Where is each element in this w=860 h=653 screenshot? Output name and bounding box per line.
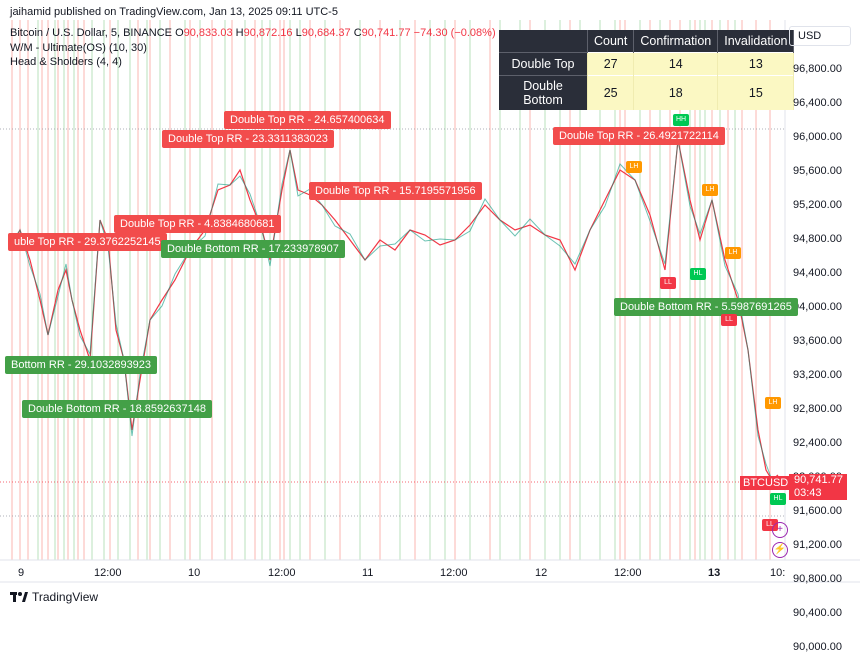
price-axis-tick: 92,400.00 [793, 437, 842, 449]
pattern-marker-ll: LL [721, 314, 737, 326]
time-axis-tick: 12:00 [440, 567, 468, 579]
tradingview-logo-icon [10, 592, 28, 602]
last-price-tag: 90,741.77 03:43 [789, 474, 847, 500]
stats-header-count: Count [587, 30, 635, 53]
open-value: 90,833.03 [183, 27, 233, 39]
time-axis-tick: 10 [188, 567, 201, 579]
time-axis-tick: 12 [535, 567, 548, 579]
double-top-rr-label: uble Top RR - 29.3762252145 [8, 233, 167, 251]
stats-header-blank [499, 30, 588, 53]
time-axis-tick: 12:00 [614, 567, 642, 579]
time-axis-tick: 12:00 [94, 567, 122, 579]
add-alert-icon[interactable]: + [772, 522, 788, 538]
pattern-marker-lh: LH [702, 184, 718, 196]
change-value: −74.30 (−0.08%) [413, 27, 496, 39]
stats-row-double-bottom: Double Bottom 25 18 15 [499, 75, 795, 110]
high-value: 90,872.16 [243, 27, 293, 39]
low-label: L [295, 27, 302, 39]
price-axis-tick: 93,600.00 [793, 335, 842, 347]
pattern-marker-ll: LL [660, 277, 676, 289]
lightning-icon[interactable]: ⚡ [772, 542, 788, 558]
double-bottom-rr-label: Double Bottom RR - 17.233978907 [161, 240, 345, 258]
price-axis-tick: 90,000.00 [793, 641, 842, 653]
price-axis-tick: 96,400.00 [793, 97, 842, 109]
stats-invalidation: 15 [717, 75, 795, 110]
signal-vertical-lines [11, 20, 771, 560]
open-label: O [175, 27, 184, 39]
last-price-value: 90,741.77 [794, 474, 843, 486]
tradingview-brand[interactable]: TradingView [32, 590, 99, 604]
double-bottom-rr-label: Double Bottom RR - 18.8592637148 [22, 400, 212, 418]
time-axis-tick: 11 [362, 567, 374, 579]
high-label: H [235, 27, 244, 39]
price-axis-tick: 96,000.00 [793, 131, 842, 143]
pattern-marker-hh: HH [673, 114, 689, 126]
pattern-marker-lh: LH [725, 247, 741, 259]
double-top-rr-label: Double Top RR - 4.8384680681 [114, 215, 281, 233]
close-label: C [353, 27, 362, 39]
double-bottom-rr-label: Bottom RR - 29.1032893923 [5, 356, 158, 374]
price-axis-tick: 94,000.00 [793, 301, 842, 313]
price-axis-tick: 96,800.00 [793, 63, 842, 75]
low-value: 90,684.37 [301, 27, 351, 39]
pattern-stats-table: Count Confirmation Invalidation Double T… [499, 30, 795, 110]
price-axis-tick: 94,400.00 [793, 267, 842, 279]
footer: TradingView [10, 590, 98, 604]
bar-countdown: 03:43 [794, 487, 822, 499]
price-axis-tick: 92,800.00 [793, 403, 842, 415]
time-axis-tick: 12:00 [268, 567, 296, 579]
stats-header-confirmation: Confirmation [633, 30, 719, 53]
double-top-rr-label: Double Top RR - 15.7195571956 [309, 182, 482, 200]
price-axis-tick: 91,200.00 [793, 539, 842, 551]
stats-count: 27 [587, 52, 635, 76]
price-axis-tick: 95,600.00 [793, 165, 842, 177]
price-axis-tick: 93,200.00 [793, 369, 842, 381]
stats-row-double-top: Double Top 27 14 13 [499, 52, 795, 76]
symbol-price-tag: BTCUSD [740, 476, 792, 490]
stats-invalidation: 13 [717, 52, 795, 76]
time-axis-tick: 9 [18, 567, 25, 579]
currency-selector[interactable]: USD [789, 26, 851, 46]
double-bottom-rr-label: Double Bottom RR - 5.5987691265 [614, 298, 798, 316]
price-axis-tick: 91,600.00 [793, 505, 842, 517]
pattern-marker-lh: LH [626, 161, 642, 173]
stats-header-row: Count Confirmation Invalidation [499, 30, 795, 53]
close-value: 90,741.77 [361, 27, 411, 39]
stats-row-label: Double Bottom [499, 75, 588, 110]
publisher-line: jaihamid published on TradingView.com, J… [10, 6, 338, 18]
double-top-rr-label: Double Top RR - 24.657400634 [224, 111, 391, 129]
symbol-name[interactable]: Bitcoin / U.S. Dollar, 5, BINANCE [10, 27, 172, 39]
stats-row-label: Double Top [499, 52, 588, 76]
price-axis-tick: 94,800.00 [793, 233, 842, 245]
time-axis-tick: 13 [708, 567, 721, 579]
double-top-rr-label: Double Top RR - 26.4921722114 [553, 127, 725, 145]
stats-header-invalidation: Invalidation [717, 30, 795, 53]
stats-confirmation: 18 [633, 75, 719, 110]
price-axis-tick: 95,200.00 [793, 199, 842, 211]
double-top-rr-label: Double Top RR - 23.3311383023 [162, 130, 334, 148]
indicator-head-shoulders[interactable]: Head & Sholders (4, 4) [10, 56, 122, 68]
pattern-marker-hl: HL [770, 493, 786, 505]
price-axis-tick: 90,400.00 [793, 607, 842, 619]
stats-count: 25 [587, 75, 635, 110]
price-chart[interactable] [0, 0, 860, 612]
pattern-marker-lh: LH [765, 397, 781, 409]
indicator-ultimate[interactable]: W/M - Ultimate(OS) (10, 30) [10, 42, 147, 54]
stats-confirmation: 14 [633, 52, 719, 76]
pattern-marker-hl: HL [690, 268, 706, 280]
ohlc-line: Bitcoin / U.S. Dollar, 5, BINANCE O90,83… [10, 27, 496, 39]
price-axis-tick: 90,800.00 [793, 573, 842, 585]
time-axis-tick: 10: [770, 567, 786, 579]
